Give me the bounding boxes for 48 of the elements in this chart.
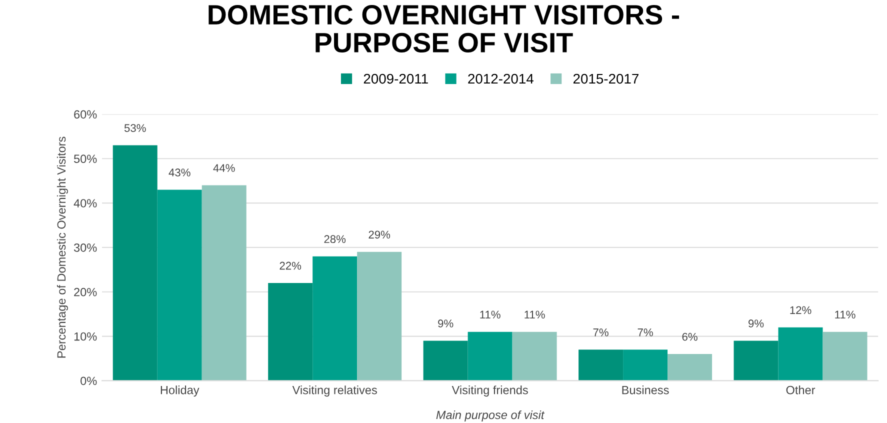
x-tick-label: Holiday — [160, 386, 200, 397]
data-label: 7% — [638, 328, 653, 336]
bar — [578, 350, 624, 381]
bar — [312, 256, 358, 381]
y-tick-label: 40% — [74, 199, 97, 208]
y-tick-label: 10% — [74, 332, 97, 341]
bar — [157, 190, 202, 381]
chart-title: DOMESTIC OVERNIGHT VISITORS - PURPOSE OF VISIT — [208, 4, 680, 53]
x-axis-title: Main purpose of visit — [436, 410, 545, 422]
y-tick-label: 50% — [74, 154, 97, 164]
x-tick-label: Visiting relatives — [292, 386, 377, 397]
bar — [268, 282, 313, 381]
legend-label: 2009-2011 — [364, 74, 428, 84]
bar — [822, 332, 868, 381]
y-tick-label: 60% — [74, 110, 97, 119]
bar — [512, 332, 557, 381]
y-axis-title: Percentage of Domestic Overnight Visitors — [56, 136, 68, 358]
data-label: 22% — [280, 262, 302, 270]
data-label: 12% — [790, 306, 812, 314]
data-label: 29% — [368, 230, 390, 239]
y-tick-label: 30% — [74, 243, 97, 252]
bar — [668, 354, 712, 381]
x-tick-label: Business — [622, 386, 669, 394]
data-label: 11% — [524, 310, 545, 318]
legend-label: 2015-2017 — [573, 74, 638, 84]
bar — [778, 327, 823, 381]
data-label: 9% — [748, 320, 764, 328]
bar — [112, 145, 158, 381]
data-label: 9% — [438, 320, 454, 328]
bar — [468, 332, 512, 381]
data-label: 43% — [168, 168, 190, 176]
x-tick-label: Visiting friends — [452, 386, 528, 397]
bar — [423, 340, 468, 381]
data-label: 7% — [593, 328, 608, 336]
legend-label: 2012-2014 — [468, 74, 534, 84]
bar — [202, 185, 246, 381]
x-tick-label: Other — [786, 386, 816, 394]
data-label: 6% — [682, 332, 698, 341]
data-label: 11% — [835, 310, 856, 318]
data-label: 28% — [324, 235, 346, 244]
data-label: 53% — [124, 124, 146, 132]
bar — [623, 350, 668, 381]
bar — [734, 340, 778, 381]
y-tick-label: 0% — [80, 376, 97, 386]
bar — [357, 252, 402, 381]
y-tick-label: 20% — [74, 288, 97, 296]
data-label: 44% — [213, 164, 235, 172]
data-label: 11% — [480, 310, 500, 318]
